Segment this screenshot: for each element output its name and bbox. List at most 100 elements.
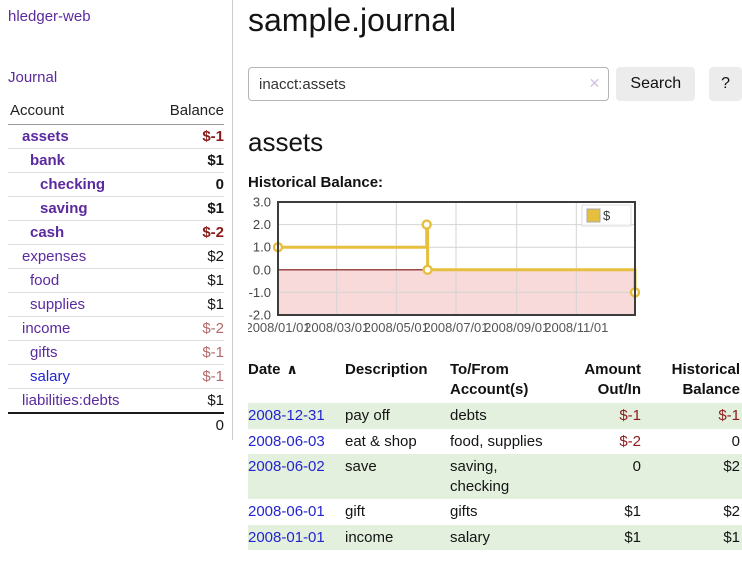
account-name-cell: gifts: [8, 340, 152, 365]
accounts-header-account: Account: [8, 100, 152, 125]
sidebar-account-balance: $-2: [151, 220, 224, 245]
register-header-label: Date: [248, 361, 281, 378]
chart-ytick-label: 2.0: [253, 217, 271, 232]
sidebar-account-balance: $-1: [151, 340, 224, 365]
account-heading: assets: [248, 127, 324, 157]
sidebar-account-balance: $1: [151, 388, 224, 413]
register-description-cell: pay off: [345, 407, 390, 424]
account-name-cell: food: [8, 268, 152, 293]
account-name-cell: checking: [8, 172, 152, 197]
sidebar-account-link[interactable]: salary: [30, 368, 71, 385]
sidebar-account-link[interactable]: supplies: [30, 296, 86, 313]
chart-border: [277, 201, 636, 316]
sidebar-account-link[interactable]: food: [30, 272, 60, 289]
register-row: 2008-01-01 income salary $1 $1: [248, 524, 742, 550]
account-row: income $-2: [8, 316, 224, 341]
transaction-date-link[interactable]: 2008-01-01: [248, 528, 325, 546]
sidebar-account-balance: $2: [151, 244, 224, 269]
sidebar-account-link[interactable]: bank: [30, 152, 66, 169]
account-row: gifts $-1: [8, 340, 224, 365]
register-header-amount-out-in: Amount Out/In: [562, 358, 643, 403]
register-row: 2008-06-03 eat & shop food, supplies $-2 0: [248, 429, 742, 455]
register-balance-cell: $-1: [718, 407, 740, 424]
balance-chart-svg: $3.0 2.0 1.0 0.0 -1.0 -2.02008/01/012008/03/0…: [245, 195, 641, 335]
search-box: ✕: [248, 67, 610, 101]
register-header-label: Historical Balance: [671, 361, 740, 398]
search-button[interactable]: Search: [616, 67, 696, 101]
help-button[interactable]: ?: [709, 67, 742, 101]
sidebar-account-link[interactable]: expenses: [22, 248, 87, 265]
register-balance-cell: $2: [723, 458, 740, 475]
brand-link[interactable]: hledger-web: [8, 8, 91, 25]
sidebar-account-balance: $-1: [151, 364, 224, 389]
register-accounts-cell: saving, checking: [450, 458, 510, 495]
register-date-cell: 2008-12-31: [248, 403, 345, 429]
register-amount-cell: 0: [632, 458, 641, 475]
account-name-cell: bank: [8, 148, 152, 173]
chart-ytick-label: 1.0: [253, 240, 271, 255]
register-accounts-cell: debts: [450, 407, 487, 424]
register-balance-cell: $2: [723, 503, 740, 520]
account-name-cell: saving: [8, 196, 152, 221]
register-date-cell: 2008-06-01: [248, 499, 345, 525]
register-header-date[interactable]: Date ∧: [248, 358, 345, 403]
chart-ytick-label: -1.0: [249, 285, 271, 300]
accounts-total-spacer: [8, 412, 152, 437]
account-row: checking 0: [8, 172, 224, 197]
register-date-cell: 2008-06-03: [248, 429, 345, 455]
register-description-cell: income: [345, 528, 394, 546]
page-title: sample.journal: [248, 2, 457, 38]
account-row: saving $1: [8, 196, 224, 221]
register-description-cell: gift: [345, 503, 366, 520]
register-description-cell: save: [345, 458, 377, 475]
register-accounts-cell: salary: [450, 528, 491, 546]
search-input[interactable]: [248, 67, 610, 101]
register-row: 2008-06-02 save saving, checking 0 $2: [248, 454, 742, 499]
register-header-historical-balance: Historical Balance: [643, 358, 742, 403]
chart-title: Historical Balance:: [248, 174, 384, 191]
account-row: bank $1: [8, 148, 224, 173]
register-description-cell: eat & shop: [345, 432, 417, 450]
sidebar-account-link[interactable]: cash: [30, 224, 65, 241]
historical-balance-chart: $3.0 2.0 1.0 0.0 -1.0 -2.0 2008/01/01 2008/03/0…: [245, 195, 742, 342]
sidebar-account-balance: 0: [151, 172, 224, 197]
nav-journal-link[interactable]: Journal: [8, 69, 58, 86]
register-amount-cell: $-1: [619, 407, 641, 424]
account-row: food $1: [8, 268, 224, 293]
register-amount-cell: $1: [624, 528, 641, 546]
account-name-cell: assets: [8, 125, 152, 149]
transaction-date-link[interactable]: 2008-12-31: [248, 407, 325, 424]
register-amount-cell: $-2: [619, 432, 641, 450]
account-row: cash $-2: [8, 220, 224, 245]
transaction-date-link[interactable]: 2008-06-02: [248, 458, 325, 475]
transaction-date-link[interactable]: 2008-06-03: [248, 432, 325, 450]
account-row: assets $-1: [8, 125, 224, 149]
chart-xtick-label: 2008/01/01: [248, 320, 311, 335]
search-form: ✕ Search ?: [248, 67, 742, 101]
account-name-cell: income: [8, 316, 152, 341]
register-accounts-cell: gifts: [450, 503, 478, 520]
chart-xtick-label: 2008/07/01: [423, 320, 488, 335]
sidebar-account-link[interactable]: liabilities:debts: [22, 392, 120, 409]
register-row: 2008-12-31 pay off debts $-1 $-1: [248, 403, 742, 429]
register-header-label: Amount Out/In: [584, 361, 641, 398]
chart-xtick-label: 2008/09/01: [484, 320, 549, 335]
chart-legend-label: $: [603, 208, 611, 223]
register-balance-cell: 0: [731, 432, 740, 450]
sidebar-account-link[interactable]: checking: [40, 176, 106, 193]
clear-search-icon[interactable]: ✕: [588, 75, 601, 91]
register-header-label: To/From Account(s): [450, 361, 529, 398]
account-row: liabilities:debts $1: [8, 388, 224, 413]
accounts-table: Account Balance assets $-1 bank $1 checking 0…: [8, 100, 224, 437]
chart-data-point: [422, 264, 433, 276]
account-name-cell: cash: [8, 220, 152, 245]
transaction-date-link[interactable]: 2008-06-01: [248, 503, 325, 520]
register-table: Date ∧ Description To/From Account(s) Amount…: [248, 358, 742, 550]
register-header-description: Description: [345, 358, 450, 403]
sidebar-account-link[interactable]: gifts: [30, 344, 58, 361]
sidebar: hledger-web Journal Account Balance asse…: [0, 0, 233, 440]
sidebar-account-link[interactable]: saving: [40, 200, 88, 217]
sidebar-account-link[interactable]: assets: [22, 128, 69, 145]
sidebar-account-link[interactable]: income: [22, 320, 71, 337]
